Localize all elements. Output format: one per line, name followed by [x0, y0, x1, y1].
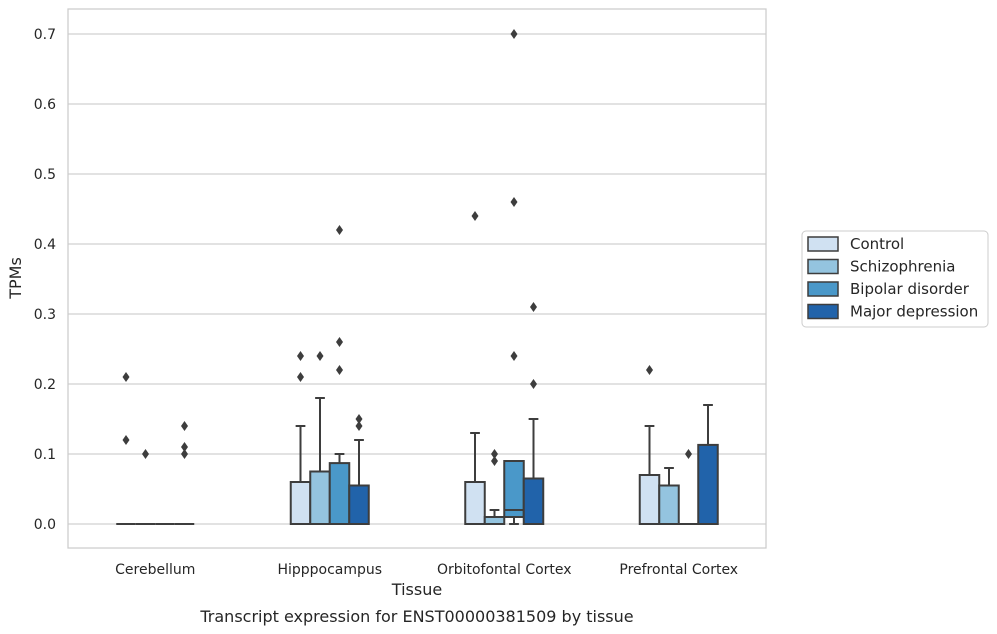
outlier-point — [297, 351, 304, 361]
box-body — [638, 474, 661, 525]
outlier-point — [336, 365, 343, 375]
outlier-point — [355, 421, 363, 431]
y-tick-label: 0.5 — [34, 167, 56, 183]
legend-item: Bipolar disorder — [807, 280, 970, 298]
outlier-point — [646, 365, 653, 375]
series-bipolar-disorder — [155, 29, 699, 526]
x-tick-labels: Cerebellum Hipppocampus Orbitofontal Corte… — [115, 562, 738, 578]
box-body — [328, 462, 351, 526]
box — [328, 225, 351, 526]
box — [464, 211, 486, 525]
legend-swatch — [807, 281, 839, 297]
outlier-point — [491, 456, 498, 466]
box-body — [503, 460, 525, 518]
outlier-point — [510, 197, 518, 207]
outlier-point — [336, 337, 343, 347]
x-tick-label: Hipppocampus — [277, 562, 382, 578]
outlier-point — [181, 449, 188, 459]
y-axis-label: TPMs — [6, 257, 25, 300]
box — [116, 372, 136, 525]
outlier-point — [471, 211, 479, 221]
y-tick-label: 0.3 — [34, 307, 56, 323]
y-tick-label: 0.6 — [34, 97, 56, 113]
box-body — [309, 470, 331, 525]
outlier-point — [122, 372, 130, 382]
box-body — [658, 484, 680, 525]
legend: Control Schizophrenia Bipolar disorder Majo… — [801, 230, 989, 328]
x-tick-label: Cerebellum — [115, 562, 195, 578]
y-tick-label: 0.7 — [34, 27, 56, 43]
box-body — [522, 477, 545, 525]
outlier-point — [355, 414, 363, 424]
legend-label: Control — [850, 235, 904, 253]
box-body — [464, 481, 486, 525]
plot-frame — [67, 8, 767, 549]
box — [697, 404, 719, 525]
y-tick-label: 0.4 — [34, 237, 56, 253]
series-schizophrenia — [135, 351, 680, 525]
boxes — [116, 29, 719, 526]
outlier-point — [181, 442, 188, 452]
legend-label: Major depression — [850, 303, 978, 321]
y-tick-labels: 0.0 0.1 0.2 0.3 0.4 0.5 0.6 0.7 — [34, 27, 56, 533]
x-tick-label: Prefrontal Cortex — [619, 562, 738, 578]
box-body — [289, 481, 312, 525]
outlier-point — [336, 225, 343, 235]
box-body — [483, 516, 506, 525]
x-tick-label: Orbitofontal Cortex — [437, 562, 572, 578]
box-body — [697, 443, 719, 525]
box — [135, 449, 156, 525]
outlier-point — [181, 421, 188, 431]
box — [174, 421, 195, 525]
legend-swatch — [807, 236, 839, 252]
legend-item: Schizophrenia — [807, 258, 955, 276]
legend-item: Control — [807, 235, 904, 253]
legend-frame — [801, 230, 989, 328]
legend-label: Bipolar disorder — [850, 280, 970, 298]
box — [483, 449, 506, 525]
legend-label: Schizophrenia — [850, 258, 955, 276]
x-axis-label: Tissue — [391, 580, 442, 599]
y-tick-label: 0.0 — [34, 517, 56, 533]
legend-swatch — [807, 258, 839, 275]
outlier-point — [530, 302, 537, 312]
box — [658, 467, 680, 525]
outlier-point — [297, 372, 304, 382]
legend-item: Major depression — [807, 303, 978, 321]
y-tick-label: 0.1 — [34, 447, 56, 463]
series-major-depression — [174, 302, 719, 525]
outlier-point — [491, 449, 498, 459]
box — [289, 351, 312, 525]
outlier-point — [316, 351, 324, 361]
outlier-point — [122, 435, 130, 445]
box — [309, 351, 331, 525]
box — [678, 449, 699, 525]
outlier-point — [142, 449, 149, 459]
box — [348, 414, 370, 525]
outlier-point — [510, 29, 518, 39]
box-body — [348, 484, 370, 525]
chart-caption: Transcript expression for ENST0000038150… — [199, 607, 633, 626]
outlier-point — [510, 351, 518, 361]
y-tick-label: 0.2 — [34, 377, 56, 393]
legend-swatch — [807, 303, 839, 320]
outlier-point — [530, 379, 537, 389]
outlier-point — [685, 449, 692, 459]
box — [522, 302, 545, 525]
